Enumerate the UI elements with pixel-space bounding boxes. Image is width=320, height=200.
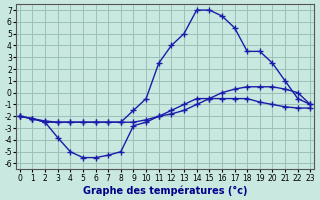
X-axis label: Graphe des températures (°c): Graphe des températures (°c)	[83, 185, 247, 196]
